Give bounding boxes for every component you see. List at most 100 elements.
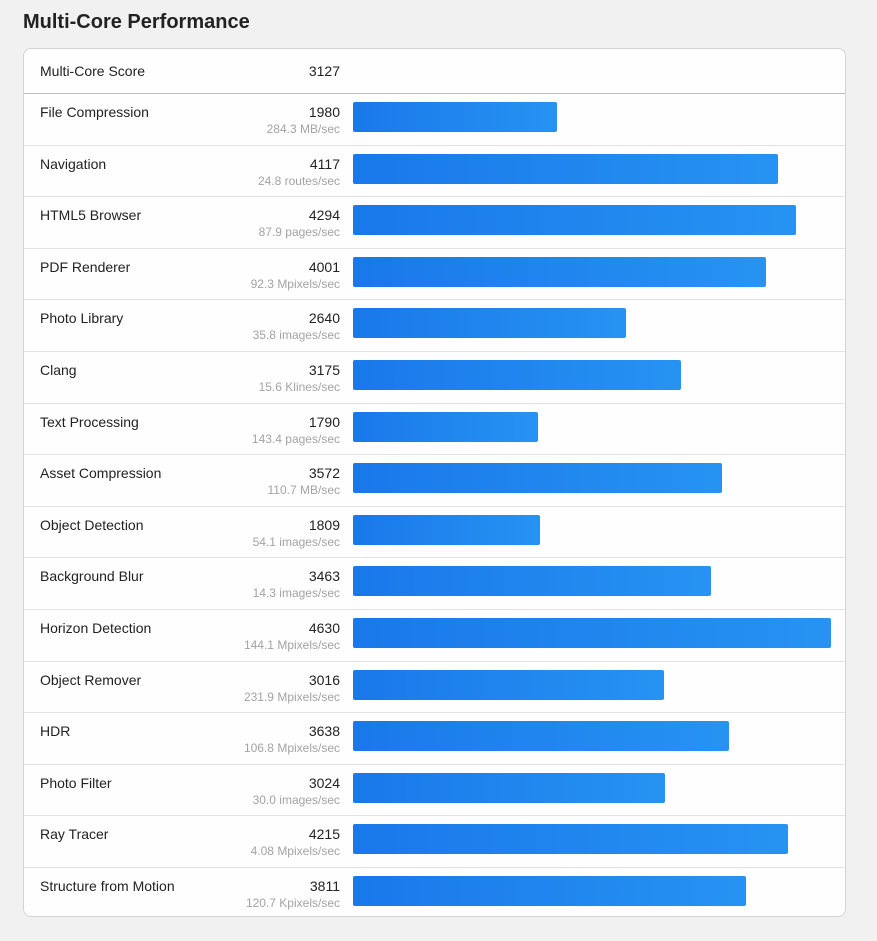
workload-rate: 106.8 Mpixels/sec bbox=[243, 741, 340, 756]
score-bar-track bbox=[353, 153, 831, 184]
workload-name: Object Remover bbox=[40, 671, 142, 688]
table-row: Photo Filter 3024 30.0 images/sec bbox=[24, 765, 845, 817]
workload-score: 1980 bbox=[308, 104, 340, 120]
workload-name: Text Processing bbox=[40, 413, 139, 430]
workload-name: Structure from Motion bbox=[40, 877, 175, 894]
workload-name: Clang bbox=[40, 361, 77, 378]
workload-name: Photo Library bbox=[40, 310, 124, 327]
score-label: Multi-Core Score bbox=[40, 63, 146, 79]
workload-score: 3175 bbox=[308, 361, 340, 378]
workload-score: 3572 bbox=[308, 465, 340, 482]
workload-score: 3811 bbox=[309, 877, 340, 894]
workload-name: Navigation bbox=[40, 155, 107, 172]
workload-name: Asset Compression bbox=[40, 465, 162, 482]
score-bar bbox=[353, 721, 729, 752]
score-bar-track bbox=[353, 205, 831, 236]
score-bar-track bbox=[353, 721, 831, 752]
table-row: HTML5 Browser 4294 87.9 pages/sec bbox=[24, 197, 845, 249]
workload-rate: 144.1 Mpixels/sec bbox=[243, 637, 340, 652]
score-bar-track bbox=[353, 617, 831, 648]
workload-rate: 120.7 Kpixels/sec bbox=[245, 895, 340, 910]
score-bar bbox=[353, 875, 747, 906]
score-bar-track bbox=[353, 102, 831, 132]
table-row: Text Processing 1790 143.4 pages/sec bbox=[24, 404, 845, 456]
score-bar-track bbox=[353, 824, 831, 855]
score-bar-track bbox=[353, 514, 831, 545]
workload-rate: 30.0 images/sec bbox=[252, 792, 340, 807]
workload-rate: 14.3 images/sec bbox=[252, 586, 340, 601]
score-bar-track bbox=[353, 359, 831, 390]
table-row: Navigation 4117 24.8 routes/sec bbox=[24, 146, 845, 198]
table-row: Object Remover 3016 231.9 Mpixels/sec bbox=[24, 662, 845, 714]
score-bar-track bbox=[353, 669, 831, 700]
table-row: Horizon Detection 4630 144.1 Mpixels/sec bbox=[24, 610, 845, 662]
workload-rate: 15.6 Klines/sec bbox=[258, 379, 340, 394]
score-bar bbox=[353, 669, 665, 700]
results-table: Multi-Core Score 3127 File Compression 19… bbox=[23, 48, 846, 917]
workload-score: 4630 bbox=[308, 619, 340, 636]
score-bar-track bbox=[353, 256, 831, 287]
score-bar-track bbox=[353, 566, 831, 597]
workload-name: Photo Filter bbox=[40, 774, 112, 791]
workload-rate: 231.9 Mpixels/sec bbox=[243, 689, 340, 704]
workload-score: 3463 bbox=[308, 568, 340, 585]
score-bar bbox=[353, 617, 831, 648]
score-bar bbox=[353, 411, 538, 442]
workload-rate: 284.3 MB/sec bbox=[266, 122, 340, 136]
workload-name: Ray Tracer bbox=[40, 826, 109, 843]
workload-name: HTML5 Browser bbox=[40, 207, 142, 224]
table-row: HDR 3638 106.8 Mpixels/sec bbox=[24, 713, 845, 765]
table-row: Photo Library 2640 35.8 images/sec bbox=[24, 300, 845, 352]
table-row: File Compression 1980 284.3 MB/sec bbox=[24, 94, 845, 146]
score-bar bbox=[353, 102, 558, 132]
workload-rate: 54.1 images/sec bbox=[252, 534, 340, 549]
score-bar-track bbox=[353, 772, 831, 803]
score-bar bbox=[353, 308, 626, 339]
table-row: Object Detection 1809 54.1 images/sec bbox=[24, 507, 845, 559]
workload-score: 3638 bbox=[308, 723, 340, 740]
workload-rate: 35.8 images/sec bbox=[252, 328, 340, 343]
table-row: Clang 3175 15.6 Klines/sec bbox=[24, 352, 845, 404]
workload-rate: 87.9 pages/sec bbox=[258, 225, 340, 240]
workload-name: Object Detection bbox=[40, 516, 144, 533]
score-bar-track bbox=[353, 875, 831, 906]
multi-core-score-row: Multi-Core Score 3127 bbox=[24, 49, 845, 94]
workload-score: 2640 bbox=[308, 310, 340, 327]
table-row: Background Blur 3463 14.3 images/sec bbox=[24, 558, 845, 610]
score-bar bbox=[353, 153, 779, 184]
workload-score: 1809 bbox=[308, 516, 340, 533]
workload-name: PDF Renderer bbox=[40, 258, 131, 275]
score-bar bbox=[353, 772, 666, 803]
workload-score: 4117 bbox=[309, 155, 340, 172]
workload-name: Background Blur bbox=[40, 568, 144, 585]
workload-rate: 4.08 Mpixels/sec bbox=[250, 844, 340, 859]
page-title: Multi-Core Performance bbox=[23, 11, 250, 33]
score-bar-track bbox=[353, 308, 831, 339]
workload-rate: 92.3 Mpixels/sec bbox=[250, 276, 340, 291]
workload-score: 3016 bbox=[308, 671, 340, 688]
table-row: PDF Renderer 4001 92.3 Mpixels/sec bbox=[24, 249, 845, 301]
table-row: Asset Compression 3572 110.7 MB/sec bbox=[24, 455, 845, 507]
workload-rate: 143.4 pages/sec bbox=[251, 431, 340, 446]
score-value: 3127 bbox=[308, 63, 340, 79]
score-bar-track bbox=[353, 411, 831, 442]
workload-rate: 110.7 MB/sec bbox=[267, 483, 340, 498]
workload-name: HDR bbox=[40, 723, 71, 740]
workload-score: 1790 bbox=[308, 413, 340, 430]
score-bar bbox=[353, 566, 711, 597]
score-bar-track bbox=[353, 463, 831, 494]
workload-score: 4215 bbox=[308, 826, 340, 843]
score-bar bbox=[353, 463, 722, 494]
score-bar bbox=[353, 205, 797, 236]
workload-score: 3024 bbox=[308, 774, 340, 791]
workload-score: 4001 bbox=[308, 258, 340, 275]
table-row: Ray Tracer 4215 4.08 Mpixels/sec bbox=[24, 816, 845, 868]
workload-name: Horizon Detection bbox=[40, 619, 152, 636]
score-bar bbox=[353, 359, 681, 390]
workload-rate: 24.8 routes/sec bbox=[257, 173, 340, 188]
score-bar bbox=[353, 514, 540, 545]
workload-name: File Compression bbox=[40, 104, 149, 120]
workload-score: 4294 bbox=[308, 207, 340, 224]
score-bar bbox=[353, 824, 789, 855]
workload-list: File Compression 1980 284.3 MB/sec Navigati… bbox=[24, 94, 845, 916]
